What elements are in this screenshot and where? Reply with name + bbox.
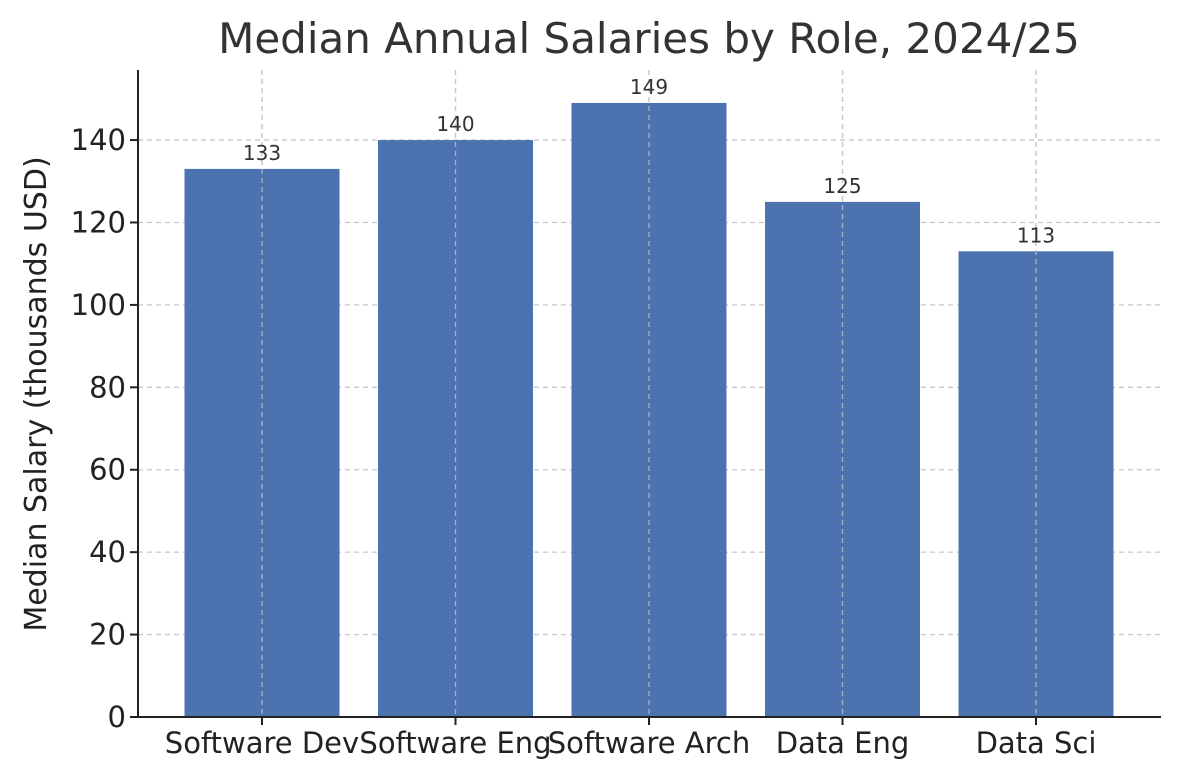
x-tick-label: Software Dev: [165, 726, 359, 760]
bar: [571, 102, 727, 718]
y-axis-label: Median Salary (thousands USD): [19, 156, 54, 631]
y-tick-label: 40: [89, 535, 126, 569]
data-label: 113: [1017, 223, 1055, 247]
labels: 0 20 40 60 80 100 120 140 133 140 149 125 113 Softwar…: [71, 75, 1097, 760]
x-tick-label: Software Eng: [359, 726, 551, 760]
y-tick-label: 120: [71, 205, 126, 239]
data-label: 140: [436, 112, 474, 136]
y-tick-label: 0: [108, 700, 126, 734]
axes: [130, 70, 1161, 725]
data-label: 149: [630, 75, 668, 99]
x-tick-label: Data Sci: [976, 726, 1097, 760]
bars: [184, 70, 1114, 718]
y-tick-label: 100: [71, 288, 126, 322]
chart-title: Median Annual Salaries by Role, 2024/25: [218, 14, 1080, 63]
data-label: 125: [823, 174, 861, 198]
y-tick-label: 60: [89, 453, 126, 487]
y-tick-label: 80: [89, 370, 126, 404]
y-tick-label: 20: [89, 618, 126, 652]
x-tick-label: Data Eng: [776, 726, 910, 760]
data-label: 133: [243, 141, 281, 165]
y-tick-label: 140: [71, 123, 126, 157]
x-tick-label: Software Arch: [548, 726, 751, 760]
